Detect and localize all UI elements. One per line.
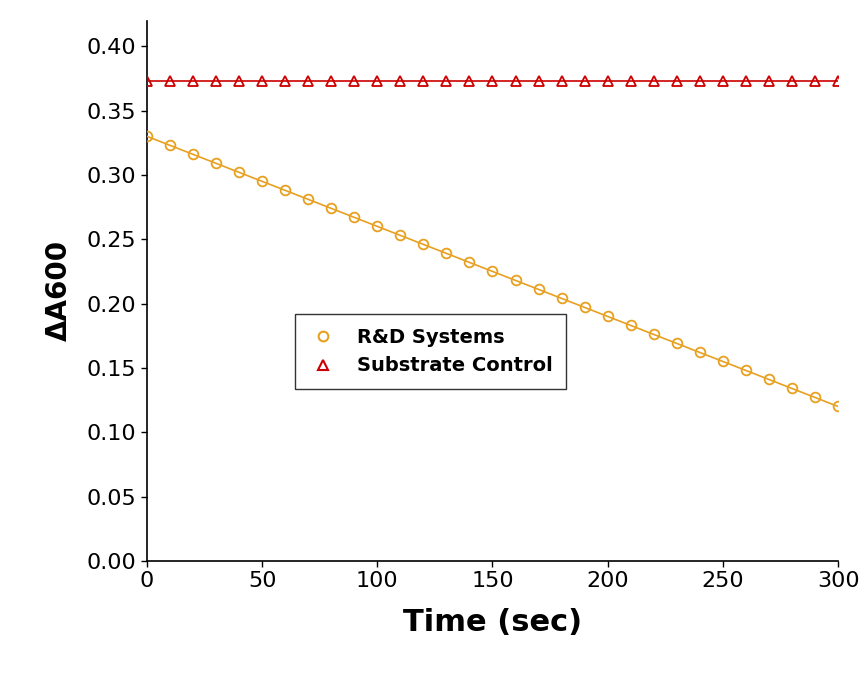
Y-axis label: ΔA600: ΔA600	[45, 240, 73, 341]
Legend: R&D Systems, Substrate Control: R&D Systems, Substrate Control	[295, 314, 567, 389]
X-axis label: Time (sec): Time (sec)	[403, 608, 582, 637]
